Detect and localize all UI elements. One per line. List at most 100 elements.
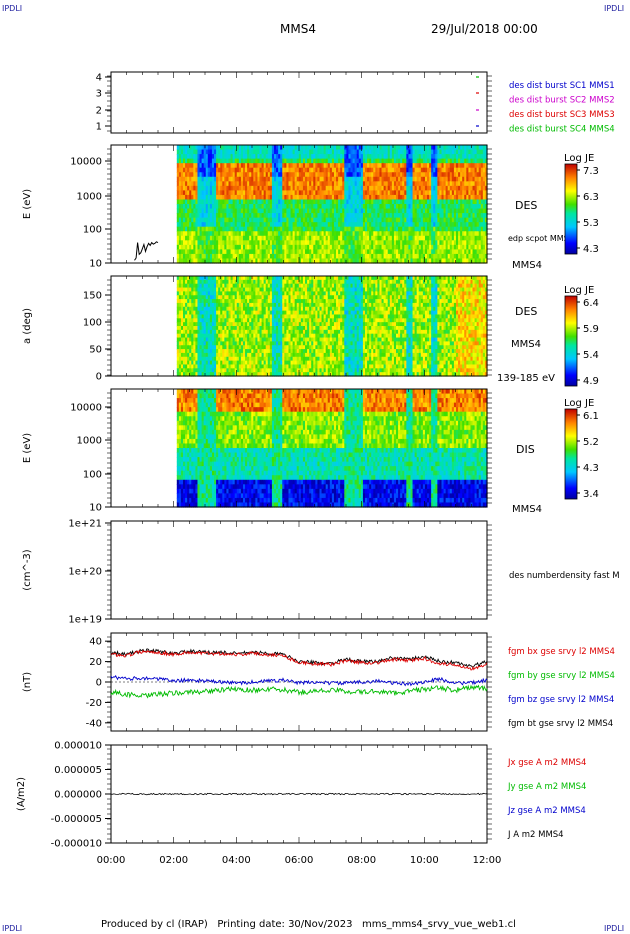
spectrogram-cell: [429, 149, 432, 155]
spectrogram-cell: [377, 145, 381, 151]
spectrogram-cell: [484, 163, 488, 169]
spectrogram-cell: [280, 231, 283, 237]
spectrogram-cell: [404, 194, 407, 201]
spectrogram-cell: [462, 181, 465, 187]
spectrogram-cell: [443, 149, 447, 155]
spectrogram-cell: [259, 145, 263, 151]
spectrogram-cell: [240, 222, 244, 228]
spectrogram-cell: [323, 217, 327, 223]
spectrogram-cell: [311, 185, 314, 191]
spectrogram-cell: [402, 249, 405, 255]
spectrogram-cell: [259, 149, 263, 155]
spectrogram-cell: [443, 176, 447, 182]
spectrogram-cell: [406, 199, 410, 205]
spectrogram-cell: [336, 190, 339, 196]
spectrogram-cell: [255, 249, 259, 255]
spectrogram-cell: [294, 199, 298, 205]
spectrogram-cell: [418, 217, 422, 223]
spectrogram-cell: [329, 190, 333, 196]
spectrogram-cell: [199, 360, 203, 366]
spectrogram-cell: [189, 291, 192, 296]
spectrogram-cell: [199, 217, 203, 223]
spectrogram-cell: [336, 244, 339, 250]
spectrogram-cell: [387, 244, 391, 250]
spectrogram-cell: [464, 185, 467, 191]
spectrogram-cell: [336, 145, 339, 151]
spectrogram-cell: [203, 163, 207, 169]
spectrogram-cell: [437, 249, 441, 255]
spectrogram-cell: [311, 190, 314, 196]
spectrogram-cell: [300, 231, 304, 237]
spectrogram-cell: [195, 356, 199, 362]
spectrogram-cell: [245, 145, 248, 151]
spectrogram-cell: [416, 213, 420, 219]
spectrogram-cell: [478, 194, 482, 201]
spectrogram-cell: [280, 185, 283, 191]
spectrogram-cell: [329, 158, 333, 164]
spectrogram-cell: [201, 226, 205, 232]
spectrogram-cell: [416, 149, 420, 155]
spectrogram-cell: [209, 213, 213, 219]
spectrogram-cell: [189, 349, 192, 354]
spectrogram-cell: [468, 249, 472, 255]
spectrogram-cell: [375, 240, 378, 246]
spectrogram-cell: [205, 154, 209, 160]
spectrogram-cell: [238, 208, 242, 214]
spectrogram-cell: [228, 158, 232, 164]
spectrogram-cell: [356, 181, 360, 187]
spectrogram-cell: [327, 226, 331, 232]
spectrogram-cell: [484, 181, 488, 187]
spectrogram-cell: [284, 149, 288, 155]
spectrogram-cell: [406, 167, 410, 173]
spectrogram-cell: [393, 222, 397, 228]
spectrogram-cell: [327, 145, 331, 151]
spectrogram-cell: [176, 283, 180, 289]
spectrogram-cell: [193, 244, 197, 250]
spectrogram-cell: [191, 149, 194, 155]
spectrogram-cell: [348, 208, 352, 214]
spectrogram-cell: [441, 167, 445, 173]
spectrogram-cell: [464, 217, 467, 223]
spectrogram-cell: [402, 199, 405, 205]
spectrogram-cell: [292, 244, 296, 250]
spectrogram-cell: [232, 249, 236, 255]
spectrogram-cell: [385, 199, 389, 205]
spectrogram-cell: [441, 231, 445, 237]
spectrogram-cell: [460, 217, 463, 223]
spectrogram-cell: [201, 163, 205, 169]
spectrogram-cell: [193, 364, 197, 369]
spectrogram-cell: [474, 235, 478, 241]
spectrogram-cell: [218, 172, 221, 178]
spectrogram-cell: [360, 231, 364, 237]
spectrogram-cell: [226, 185, 230, 191]
spectrogram-cell: [309, 181, 312, 187]
spectrogram-cell: [460, 194, 463, 201]
spectrogram-cell: [468, 154, 472, 160]
spectrogram-cell: [282, 185, 285, 191]
spectrogram-cell: [323, 208, 327, 214]
spectrogram-cell: [234, 213, 238, 219]
spectrogram-cell: [209, 287, 213, 292]
spectrogram-cell: [331, 181, 335, 187]
spectrogram-cell: [453, 163, 457, 169]
spectrogram-cell: [300, 149, 304, 155]
spectrogram-cell: [468, 253, 472, 260]
spectrogram-cell: [371, 249, 374, 255]
spectrogram-cell: [346, 204, 350, 210]
spectrogram-cell: [435, 204, 438, 210]
spectrogram-cell: [290, 163, 294, 169]
spectrogram-cell: [269, 199, 273, 205]
spectrogram-cell: [209, 299, 213, 304]
spectrogram-cell: [249, 172, 252, 178]
spectrogram-cell: [410, 176, 414, 182]
spectrogram-cell: [396, 258, 399, 264]
spectrogram-cell: [470, 163, 474, 169]
spectrogram-cell: [185, 199, 188, 205]
spectrogram-cell: [410, 190, 414, 196]
spectrogram-cell: [400, 249, 403, 255]
spectrogram-cell: [189, 240, 192, 246]
spectrogram-cell: [371, 240, 374, 246]
spectrogram-cell: [178, 194, 182, 201]
spectrogram-cell: [391, 158, 395, 164]
spectrogram-cell: [199, 352, 203, 358]
